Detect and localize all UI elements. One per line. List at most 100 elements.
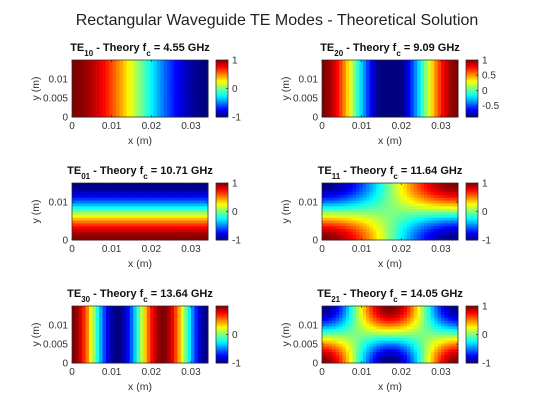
- colorbar-segment: [466, 105, 478, 107]
- colorbar-segment: [216, 330, 228, 333]
- heatmap-cell: [434, 91, 439, 95]
- heatmap-cell: [434, 208, 439, 212]
- heatmap-cell: [410, 308, 415, 313]
- colorbar-segment: [466, 99, 478, 101]
- heatmap-cell: [444, 102, 449, 107]
- heatmap-cell: [85, 217, 90, 221]
- heatmap-cell: [167, 62, 172, 67]
- heatmap-cell: [89, 208, 93, 212]
- heatmap-cell: [339, 94, 343, 98]
- heatmap-cell: [373, 234, 377, 238]
- heatmap-cell: [413, 94, 418, 98]
- heatmap-cell: [434, 108, 439, 112]
- heatmap-cell: [410, 205, 415, 210]
- heatmap-cell: [174, 202, 178, 207]
- heatmap-cell: [373, 197, 377, 201]
- heatmap-cell: [325, 200, 330, 204]
- heatmap-cell: [349, 71, 354, 75]
- heatmap-cell: [366, 200, 371, 204]
- heatmap-cell: [194, 225, 199, 230]
- heatmap-cell: [352, 360, 357, 364]
- heatmap-cell: [393, 105, 398, 109]
- heatmap-cell: [150, 343, 155, 347]
- heatmap-cell: [99, 191, 104, 195]
- heatmap-cell: [89, 328, 93, 333]
- colorbar: 10.50-0.5: [465, 56, 500, 118]
- heatmap-cell: [396, 225, 401, 230]
- heatmap-cell: [379, 99, 384, 104]
- heatmap-cell: [366, 60, 371, 64]
- heatmap-cell: [194, 108, 199, 112]
- x-tick-label: 0.02: [392, 121, 412, 132]
- heatmap-cell: [123, 308, 127, 313]
- heatmap-cell: [400, 306, 405, 310]
- heatmap-cell: [170, 354, 175, 358]
- heatmap-cell: [400, 185, 405, 190]
- heatmap-cell: [393, 77, 398, 81]
- heatmap-cell: [174, 220, 178, 224]
- heatmap-cell: [112, 217, 117, 221]
- heatmap-cell: [410, 237, 415, 241]
- heatmap-cell: [444, 77, 449, 81]
- heatmap-cell: [92, 94, 97, 98]
- heatmap-cell: [150, 108, 155, 112]
- heatmap-cell: [345, 114, 350, 118]
- heatmap-cell: [153, 360, 158, 364]
- heatmap-cell: [359, 97, 364, 101]
- heatmap-cell: [454, 85, 459, 89]
- heatmap-cell: [430, 60, 435, 64]
- heatmap-cell: [75, 111, 80, 115]
- heatmap-cell: [376, 314, 381, 318]
- heatmap-cell: [322, 114, 326, 118]
- heatmap-cell: [157, 237, 161, 241]
- heatmap-cell: [106, 99, 110, 104]
- heatmap-cell: [85, 202, 90, 207]
- heatmap-cell: [102, 340, 107, 344]
- colorbar-segment: [216, 327, 228, 330]
- heatmap-cell: [410, 108, 415, 112]
- heatmap-cell: [72, 85, 76, 89]
- heatmap-cell: [146, 351, 151, 355]
- heatmap-cell: [72, 71, 76, 75]
- heatmap-cell: [82, 317, 87, 321]
- heatmap-cell: [89, 211, 93, 215]
- heatmap-cell: [342, 202, 347, 207]
- heatmap-cell: [373, 91, 377, 95]
- heatmap-cell: [325, 328, 330, 333]
- heatmap-cell: [143, 334, 148, 338]
- heatmap-cell: [328, 114, 333, 118]
- heatmap-cell: [407, 60, 411, 64]
- heatmap-cell: [328, 237, 333, 241]
- heatmap-cell: [167, 77, 172, 81]
- heatmap-cell: [328, 74, 333, 78]
- heatmap-cell: [359, 82, 364, 87]
- heatmap-cell: [342, 220, 347, 224]
- heatmap-cell: [82, 85, 87, 89]
- heatmap-cell: [89, 105, 93, 109]
- heatmap-cell: [116, 91, 121, 95]
- heatmap-cell: [180, 74, 185, 78]
- heatmap-cell: [396, 60, 401, 64]
- heatmap-cell: [170, 60, 175, 64]
- heatmap-cell: [328, 71, 333, 75]
- heatmap-cell: [417, 197, 422, 201]
- heatmap-cell: [379, 74, 384, 78]
- heatmap-cell: [106, 82, 110, 87]
- heatmap-cell: [204, 334, 209, 338]
- heatmap-cell: [82, 222, 87, 227]
- heatmap-cell: [362, 328, 367, 333]
- heatmap-cell: [386, 108, 391, 112]
- heatmap-cell: [133, 74, 138, 78]
- heatmap-cell: [356, 197, 360, 201]
- heatmap-cell: [177, 340, 182, 344]
- heatmap-cell: [75, 105, 80, 109]
- heatmap-cell: [116, 343, 121, 347]
- heatmap-cell: [197, 79, 202, 84]
- heatmap-cell: [170, 188, 175, 193]
- heatmap-cell: [410, 320, 415, 324]
- heatmap-cell: [140, 194, 144, 198]
- heatmap-cell: [379, 343, 384, 347]
- heatmap-cell: [396, 337, 401, 341]
- colorbar-segment: [216, 193, 228, 196]
- heatmap-cell: [379, 114, 384, 118]
